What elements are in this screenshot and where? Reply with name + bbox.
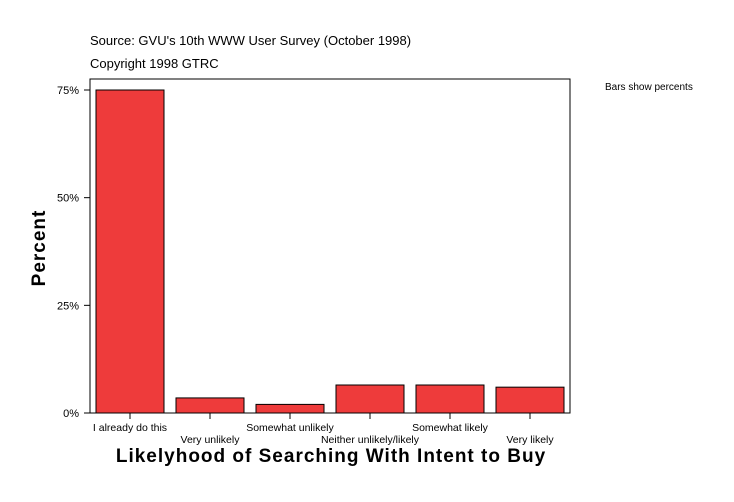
x-tick-label: Neither unlikely/likely [321, 434, 420, 446]
x-tick-label: Very likely [506, 434, 554, 446]
y-tick-label: 0% [63, 408, 79, 420]
x-tick-label: Somewhat likely [412, 422, 489, 434]
chart-source: Source: GVU's 10th WWW User Survey (Octo… [90, 33, 412, 48]
y-tick-label: 50% [57, 193, 79, 205]
x-axis: I already do this Very unlikely Somewhat u… [93, 413, 554, 446]
bar [175, 397, 245, 414]
y-tick-label: 25% [57, 300, 79, 312]
bar [95, 89, 165, 414]
bar [415, 384, 485, 414]
chart-copyright: Copyright 1998 GTRC [90, 56, 219, 71]
bar [255, 403, 325, 414]
plot-frame [89, 78, 571, 414]
bars [95, 89, 565, 414]
x-tick-label: Somewhat unlikely [246, 422, 334, 434]
y-tick-label: 75% [57, 85, 79, 97]
bars-note: Bars show percents [605, 82, 693, 93]
x-tick-label: Very unlikely [181, 434, 241, 446]
bar [495, 386, 565, 414]
y-axis: 0% 25% 50% 75% [57, 85, 90, 420]
x-axis-label: Likelyhood of Searching With Intent to B… [115, 446, 547, 467]
x-tick-label: I already do this [93, 422, 167, 434]
bar [335, 384, 405, 414]
